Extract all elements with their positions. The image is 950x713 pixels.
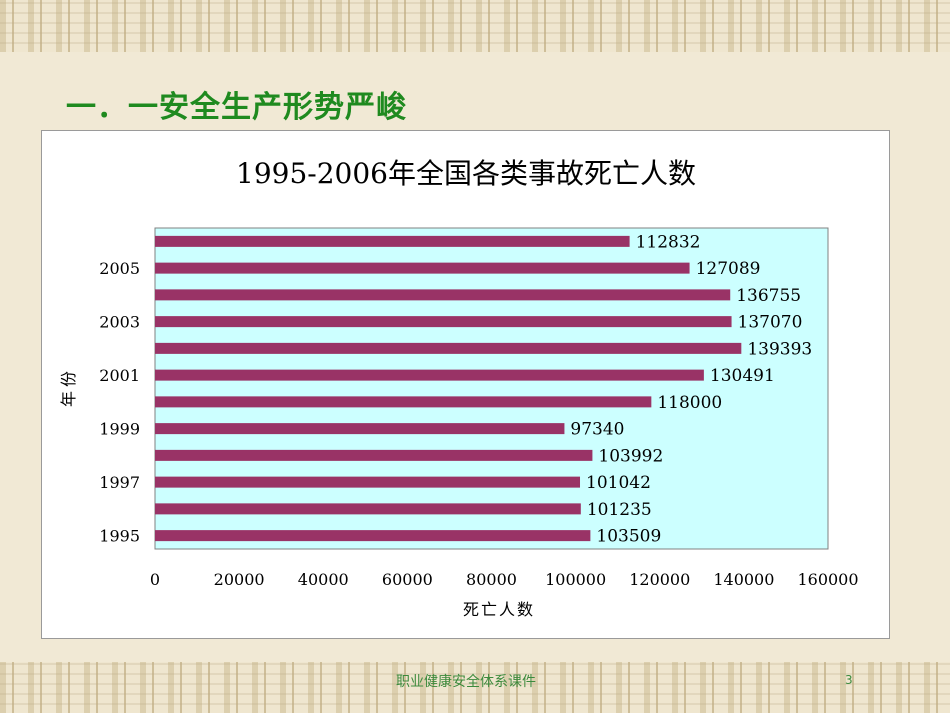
data-labels-layer: 103509 101235 101042 103992 97340 118000 13049… <box>570 232 812 546</box>
bar-1996 <box>155 503 581 515</box>
y-axis-label: 年份 <box>59 367 78 407</box>
bar-2006 <box>155 235 630 247</box>
x-axis-ticks: 0 20000 40000 60000 80000 100000 120000 140000 1… <box>150 570 859 589</box>
footer-text: 职业健康安全体系课件 <box>396 674 536 690</box>
bars-layer <box>155 235 742 542</box>
y-tick-label-2003: 2003 <box>99 313 140 332</box>
y-tick-label-2001: 2001 <box>99 366 140 385</box>
bar-1995 <box>155 530 591 542</box>
x-tick-label-140000: 140000 <box>713 570 774 589</box>
bar-1997 <box>155 476 581 488</box>
slide-title: 一．一安全生产形势严峻 <box>66 90 407 125</box>
data-label-1997: 101042 <box>586 473 651 493</box>
data-label-2000: 118000 <box>657 393 722 413</box>
bar-2005 <box>155 262 690 274</box>
x-axis-label: 死亡人数 <box>463 600 535 619</box>
data-label-1999: 97340 <box>570 420 624 440</box>
y-tick-label-2005: 2005 <box>99 259 140 278</box>
data-label-1998: 103992 <box>598 446 663 466</box>
bar-2003 <box>155 316 732 328</box>
x-tick-label-160000: 160000 <box>797 570 858 589</box>
bar-1999 <box>155 423 565 435</box>
bar-chart: 1995-2006年全国各类事故死亡人数 1035091012351010421… <box>59 157 859 619</box>
chart-title: 1995-2006年全国各类事故死亡人数 <box>236 157 696 190</box>
bar-1998 <box>155 449 593 461</box>
chart-container: 1995-2006年全国各类事故死亡人数 103509 101235 101042 1… <box>41 130 890 639</box>
top-decorative-border <box>0 0 950 52</box>
y-axis-ticks: 1995 1997 1999 2001 2003 2005 <box>99 259 140 546</box>
x-tick-label-100000: 100000 <box>545 570 606 589</box>
x-tick-label-120000: 120000 <box>629 570 690 589</box>
data-label-1995: 103509 <box>596 527 661 547</box>
x-tick-label-80000: 80000 <box>466 570 517 589</box>
x-tick-label-0: 0 <box>150 570 160 589</box>
bar-2004 <box>155 289 731 301</box>
data-label-2001: 130491 <box>710 366 775 386</box>
bar-2002 <box>155 342 742 354</box>
page-number: 3 <box>845 673 853 687</box>
data-label-2005: 127089 <box>696 259 761 279</box>
bar-2000 <box>155 396 652 408</box>
bottom-decorative-border <box>0 662 950 713</box>
x-tick-label-60000: 60000 <box>382 570 433 589</box>
y-tick-label-1999: 1999 <box>99 420 140 439</box>
bar-2001 <box>155 369 704 381</box>
data-label-2004: 136755 <box>736 286 801 306</box>
y-tick-label-1995: 1995 <box>99 527 140 546</box>
plot-area <box>154 227 829 550</box>
x-tick-label-40000: 40000 <box>298 570 349 589</box>
data-label-1996: 101235 <box>587 500 652 520</box>
data-label-2002: 139393 <box>747 339 812 359</box>
x-tick-label-20000: 20000 <box>214 570 265 589</box>
y-tick-label-1997: 1997 <box>99 473 140 492</box>
data-label-2003: 137070 <box>738 313 803 333</box>
data-label-2006: 112832 <box>636 232 701 252</box>
